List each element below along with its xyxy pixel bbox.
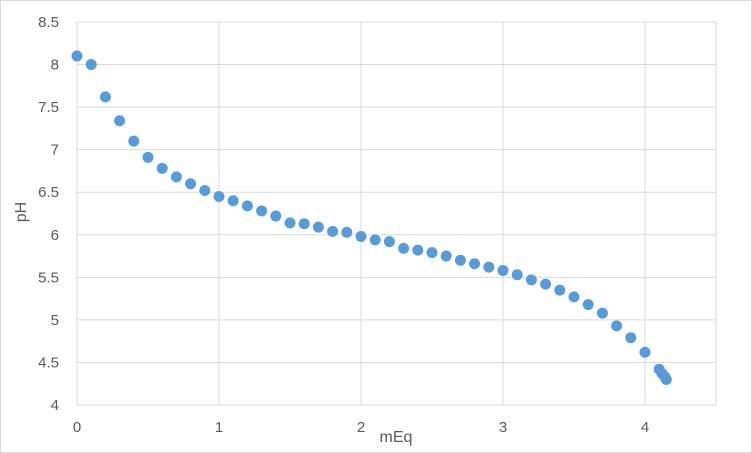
x-tick-label: 0	[73, 419, 81, 436]
data-point	[596, 307, 608, 319]
data-point	[611, 320, 623, 332]
data-point	[256, 205, 268, 217]
data-point	[199, 185, 211, 197]
data-point	[639, 346, 651, 358]
y-axis-tick-labels: 4 4.5 5 5.5 6 6.5 7 7.5 8 8.5	[38, 14, 59, 414]
data-point	[660, 373, 672, 385]
data-point	[525, 274, 537, 286]
x-tick-label: 3	[499, 419, 507, 436]
data-point	[142, 151, 154, 163]
y-tick-label: 5	[51, 312, 59, 329]
data-point	[99, 91, 111, 103]
data-point	[312, 221, 324, 233]
data-point	[71, 50, 83, 62]
data-point	[454, 254, 466, 266]
data-point	[341, 226, 353, 238]
y-axis-title: pH	[13, 202, 30, 222]
x-tick-label: 1	[215, 419, 223, 436]
y-tick-label: 5.5	[38, 269, 59, 286]
data-point	[497, 265, 509, 277]
data-point	[156, 162, 168, 174]
y-tick-label: 8	[51, 57, 59, 74]
y-tick-label: 7	[51, 142, 59, 159]
data-point	[270, 210, 282, 222]
data-point	[284, 217, 296, 229]
data-point	[114, 115, 126, 127]
data-point	[511, 269, 523, 281]
data-point	[440, 250, 452, 262]
data-point	[170, 171, 182, 183]
data-point	[213, 190, 225, 202]
data-point	[369, 234, 381, 246]
data-point	[128, 135, 140, 147]
data-point	[568, 291, 580, 303]
data-point	[241, 200, 253, 212]
data-point	[469, 258, 481, 270]
data-point	[85, 59, 97, 71]
data-point	[383, 236, 395, 248]
y-tick-label: 6	[51, 227, 59, 244]
y-tick-label: 7.5	[38, 99, 59, 116]
y-tick-label: 8.5	[38, 14, 59, 31]
data-point	[554, 284, 566, 296]
data-points	[71, 50, 672, 385]
data-point	[625, 332, 637, 344]
data-point	[426, 247, 438, 259]
y-tick-label: 4.5	[38, 354, 59, 371]
data-point	[412, 244, 424, 256]
y-tick-label: 6.5	[38, 184, 59, 201]
gridlines	[76, 21, 717, 406]
data-point	[540, 278, 552, 290]
data-point	[327, 225, 339, 237]
data-point	[227, 195, 239, 207]
y-tick-label: 4	[51, 397, 59, 414]
x-axis-title: mEq	[380, 429, 413, 446]
x-tick-label: 4	[641, 419, 649, 436]
data-point	[298, 218, 310, 230]
data-point	[398, 242, 410, 254]
x-tick-label: 2	[357, 419, 365, 436]
x-axis-tick-labels: 0 1 2 3 4	[73, 419, 649, 436]
data-point	[483, 261, 495, 273]
data-point	[582, 299, 594, 311]
data-point	[355, 230, 367, 242]
data-point	[185, 178, 197, 190]
